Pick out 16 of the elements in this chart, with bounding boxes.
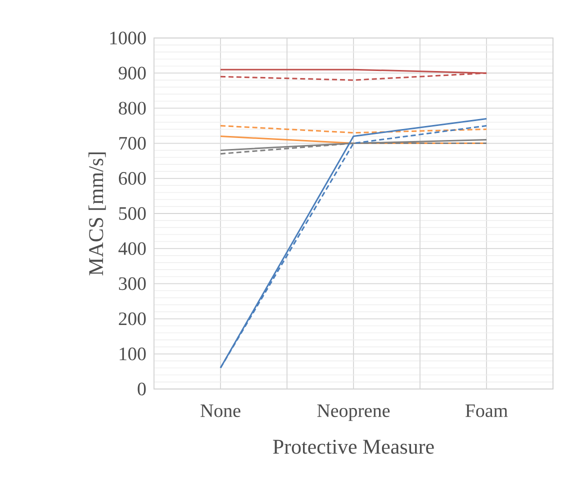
x-tick-label: Foam (465, 404, 508, 418)
y-tick-label: 100 (120, 348, 146, 360)
x-axis-title: Protective Measure (273, 440, 434, 454)
y-tick-label: 900 (118, 66, 146, 80)
x-tick-label: None (200, 404, 240, 418)
y-tick-label: 300 (119, 277, 146, 290)
y-tick-label: 800 (118, 102, 146, 115)
y-tick-label: 0 (138, 382, 146, 396)
y-tick-label: 700 (119, 136, 146, 150)
y-tick-label: 500 (119, 207, 146, 220)
x-tick-label: Neoprene (317, 404, 390, 421)
y-tick-label: 600 (118, 172, 146, 185)
y-tick-label: 400 (118, 242, 146, 255)
y-axis-title: MACS [mm/s] (88, 152, 106, 276)
y-tick-label: 200 (118, 312, 146, 326)
y-tick-label: 1000 (110, 32, 146, 44)
